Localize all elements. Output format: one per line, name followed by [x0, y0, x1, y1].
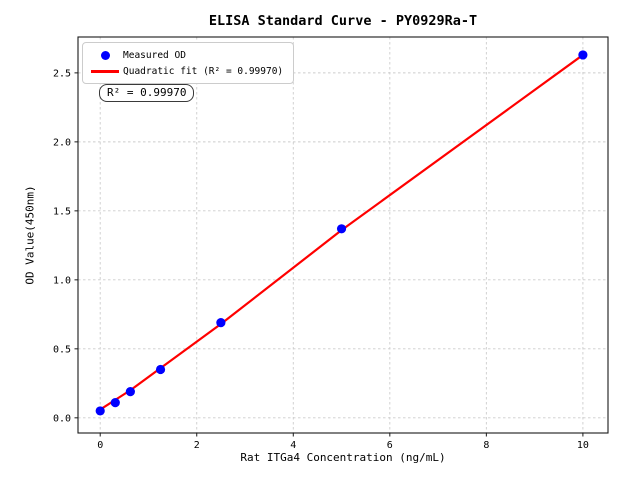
- data-point: [336, 224, 347, 234]
- legend: Measured OD Quadratic fit (R² = 0.99970): [82, 42, 295, 84]
- data-point: [95, 406, 105, 416]
- legend-label-measured-od: Measured OD: [123, 49, 186, 61]
- x-tick-label: 2: [194, 440, 200, 451]
- legend-marker-cell: [87, 69, 123, 73]
- y-tick-label: 0.0: [53, 413, 71, 424]
- x-axis-label: Rat ITGa4 Concentration (ng/mL): [240, 451, 446, 464]
- legend-marker-cell: [87, 50, 123, 60]
- y-tick-label: 0.5: [53, 344, 71, 355]
- scatter-dot-icon: [100, 50, 110, 60]
- data-point: [110, 398, 120, 408]
- chart-title: ELISA Standard Curve - PY0929Ra-T: [208, 13, 478, 29]
- legend-item-quadratic-fit: Quadratic fit (R² = 0.99970): [87, 63, 283, 79]
- axes-spines: [77, 36, 609, 434]
- legend-label-quadratic-fit: Quadratic fit (R² = 0.99970): [123, 65, 284, 77]
- y-tick-label: 2.5: [53, 68, 71, 79]
- r-squared-annotation: R² = 0.99970: [99, 84, 195, 102]
- x-tick-label: 4: [290, 440, 296, 451]
- legend-item-measured-od: Measured OD: [87, 47, 283, 63]
- y-tick-label: 1.0: [53, 275, 71, 286]
- data-point: [578, 50, 588, 60]
- x-tick-label: 6: [387, 440, 393, 451]
- x-tick-label: 8: [483, 440, 489, 451]
- data-point: [155, 364, 166, 375]
- x-tick-label: 0: [97, 440, 103, 451]
- y-axis-label: OD Value(450nm): [23, 185, 37, 285]
- fit-line-icon: [91, 69, 119, 73]
- x-tick-label: 10: [577, 440, 589, 451]
- data-point: [216, 318, 226, 328]
- y-tick-label: 1.5: [53, 206, 71, 217]
- y-tick-label: 2.0: [53, 137, 71, 148]
- data-point: [125, 387, 135, 397]
